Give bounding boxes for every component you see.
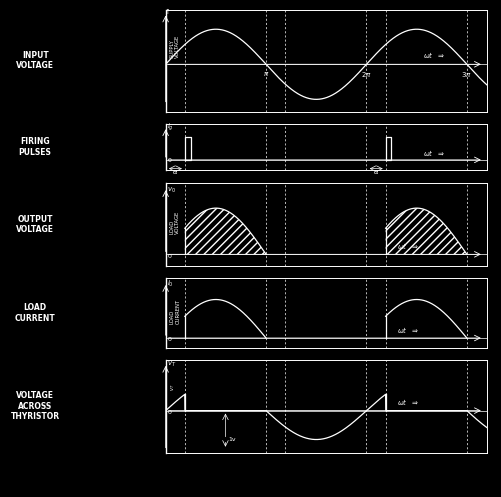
Text: $i_0$: $i_0$ <box>167 279 174 289</box>
Text: $\pi$: $\pi$ <box>263 70 269 78</box>
Text: 0: 0 <box>167 158 171 163</box>
Text: $\omega t$  $\Rightarrow$: $\omega t$ $\Rightarrow$ <box>396 326 418 335</box>
Text: $\alpha$: $\alpha$ <box>172 168 178 176</box>
Text: $\omega t$  $\Rightarrow$: $\omega t$ $\Rightarrow$ <box>396 398 418 408</box>
Text: VOLTAGE
ACROSS
THYRISTOR: VOLTAGE ACROSS THYRISTOR <box>11 392 60 421</box>
Text: 1v: 1v <box>227 437 235 442</box>
Text: 0: 0 <box>167 410 171 415</box>
Text: FIRING
PULSES: FIRING PULSES <box>19 138 52 157</box>
Text: OUTPUT
VOLTAGE: OUTPUT VOLTAGE <box>16 215 54 234</box>
Text: $\uparrow$: $\uparrow$ <box>163 6 171 16</box>
Text: $v_0$: $v_0$ <box>167 186 176 195</box>
Text: $3\pi$: $3\pi$ <box>460 70 471 79</box>
Text: $\omega t$  $\Rightarrow$: $\omega t$ $\Rightarrow$ <box>396 241 418 251</box>
Text: LOAD
CURRENT: LOAD CURRENT <box>169 299 180 324</box>
Text: 0: 0 <box>167 254 171 259</box>
Text: $v_T$: $v_T$ <box>167 360 176 369</box>
Text: $\omega t$  $\Rightarrow$: $\omega t$ $\Rightarrow$ <box>422 50 444 60</box>
Text: $i_g$: $i_g$ <box>167 121 174 133</box>
Text: LOAD
VOLTAGE: LOAD VOLTAGE <box>169 210 180 234</box>
Text: $v_T$: $v_T$ <box>169 384 177 391</box>
Text: $\omega t$  $\Rightarrow$: $\omega t$ $\Rightarrow$ <box>422 149 444 159</box>
Text: LOAD
CURRENT: LOAD CURRENT <box>15 303 56 323</box>
Text: $\alpha$: $\alpha$ <box>372 168 379 176</box>
Text: SUPPLY
VOLTAGE: SUPPLY VOLTAGE <box>169 35 180 58</box>
Text: $2\pi$: $2\pi$ <box>360 70 371 79</box>
Text: INPUT
VOLTAGE: INPUT VOLTAGE <box>16 51 54 71</box>
Text: 0: 0 <box>167 337 171 342</box>
